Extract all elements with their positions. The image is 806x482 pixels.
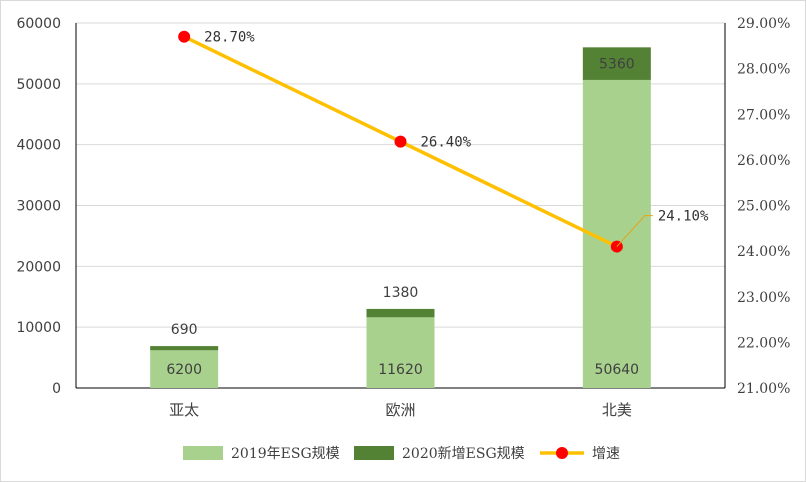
- growth-rate-label: 24.10%: [658, 209, 709, 225]
- y-right-tick-label: 22.00%: [737, 335, 790, 351]
- growth-rate-marker-1: [394, 135, 407, 148]
- y-left-tick-label: 50000: [16, 77, 61, 93]
- bar-2020-increment-1: [366, 308, 435, 318]
- legend-label: 增速: [592, 446, 620, 462]
- bar-2019-1: [366, 317, 435, 388]
- y-right-tick-label: 27.00%: [737, 107, 790, 123]
- bar-2019-0: [150, 350, 219, 388]
- bar-value-label-2020-increment: 1380: [383, 285, 419, 301]
- y-right-tick-label: 29.00%: [737, 16, 790, 32]
- y-left-tick-label: 0: [52, 381, 61, 397]
- bar-value-label-2019: 6200: [166, 362, 202, 378]
- legend-label: 2020新增ESG规模: [402, 446, 525, 462]
- y-left-tick-label: 60000: [16, 16, 61, 32]
- y-right-tick-label: 24.00%: [737, 244, 790, 260]
- y-right-tick-label: 21.00%: [737, 381, 790, 397]
- y-right-tick-label: 26.00%: [737, 153, 790, 169]
- growth-rate-label: 26.40%: [421, 135, 472, 151]
- legend-label: 2019年ESG规模: [231, 446, 340, 462]
- bar-value-label-2019: 11620: [378, 362, 423, 378]
- bar-value-label-2020-increment: 5360: [599, 57, 635, 73]
- y-right-tick-label: 28.00%: [737, 62, 790, 78]
- legend-swatch-1: [354, 446, 394, 460]
- y-left-tick-label: 40000: [16, 138, 61, 154]
- legend-swatch-marker: [556, 447, 568, 459]
- y-left-tick-label: 10000: [16, 320, 61, 336]
- bar-value-label-2020-increment: 690: [171, 322, 198, 338]
- y-left-tick-label: 20000: [16, 259, 61, 275]
- bar-2020-increment-0: [150, 346, 219, 351]
- x-tick-label: 北美: [602, 401, 632, 419]
- growth-label-leader-line: [616, 215, 653, 247]
- y-left-tick-label: 30000: [16, 199, 61, 215]
- x-tick-label: 欧洲: [385, 401, 415, 419]
- growth-rate-label: 28.70%: [204, 30, 255, 46]
- legend-swatch-0: [183, 446, 223, 460]
- bar-2020-increment-2: [582, 47, 651, 80]
- bar-value-label-2019: 50640: [595, 362, 640, 378]
- y-right-tick-label: 25.00%: [737, 199, 790, 215]
- x-tick-label: 亚太: [169, 401, 199, 419]
- y-right-tick-label: 23.00%: [737, 290, 790, 306]
- growth-rate-marker-0: [178, 30, 191, 43]
